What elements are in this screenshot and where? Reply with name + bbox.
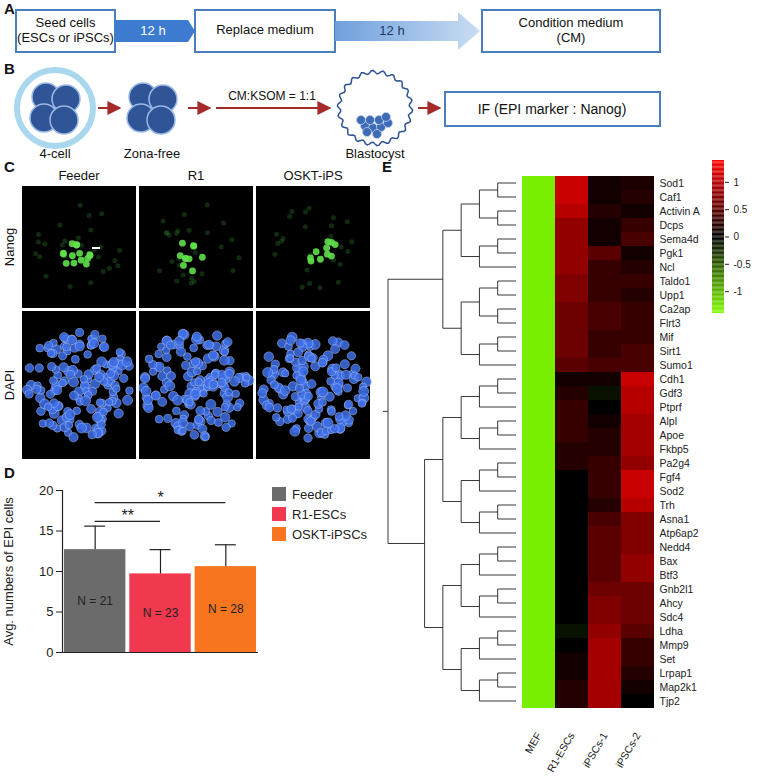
svg-text:IF (EPI marker : Nanog): IF (EPI marker : Nanog) [478,101,627,117]
svg-text:D: D [4,464,15,481]
svg-text:Zona-free: Zona-free [124,146,180,161]
svg-text:R1: R1 [188,168,205,183]
svg-text:iPSCs-1: iPSCs-1 [580,730,610,769]
svg-text:Seed cells: Seed cells [36,15,96,30]
svg-text:Sirt1: Sirt1 [660,345,682,357]
svg-text:Upp1: Upp1 [660,289,685,301]
svg-text:Sod1: Sod1 [660,177,685,189]
svg-text:Ptprf: Ptprf [660,401,682,413]
svg-text:Pa2g4: Pa2g4 [660,457,691,469]
svg-text:Nedd4: Nedd4 [660,541,691,553]
svg-text:Gnb2l1: Gnb2l1 [660,583,694,595]
svg-text:Taldo1: Taldo1 [660,275,691,287]
svg-text:N = 21: N = 21 [77,594,113,608]
svg-text:**: ** [122,507,134,524]
svg-text:Map2k1: Map2k1 [660,681,698,693]
svg-text:Asna1: Asna1 [660,513,690,525]
svg-text:Cdh1: Cdh1 [660,373,685,385]
svg-text:Replace medium: Replace medium [216,22,314,37]
svg-text:CM:KSOM = 1:1: CM:KSOM = 1:1 [228,89,316,103]
svg-text:Feeder: Feeder [58,168,100,183]
svg-text:5: 5 [46,604,53,619]
svg-text:Condition medium: Condition medium [519,15,624,30]
svg-text:12 h: 12 h [140,23,165,38]
svg-text:Ncl: Ncl [660,261,675,273]
svg-text:C: C [4,158,15,175]
html-text:R1-ESCs: R1-ESCs [292,506,347,522]
svg-text:Gdf3: Gdf3 [660,387,683,399]
svg-text:Caf1: Caf1 [660,191,682,203]
svg-text:A: A [4,0,15,17]
html-text:Feeder: Feeder [292,486,334,502]
svg-text:Mmp9: Mmp9 [660,639,689,651]
svg-text:Nanog: Nanog [2,228,17,266]
svg-text:Fkbp5: Fkbp5 [660,443,689,455]
svg-text:Bax: Bax [660,555,679,567]
svg-text:Blastocyst: Blastocyst [345,146,405,161]
svg-text:OSKT-iPS: OSKT-iPS [283,168,343,183]
svg-text:Apoe: Apoe [660,429,685,441]
svg-text:Sod2: Sod2 [660,485,685,497]
svg-text:15: 15 [39,523,53,538]
svg-text:B: B [4,60,15,77]
html-text:OSKT-iPSCs: OSKT-iPSCs [292,526,368,542]
svg-text:Avg. numbers of EPI cells: Avg. numbers of EPI cells [1,497,16,646]
svg-text:N = 23: N = 23 [143,606,179,620]
svg-text:Alpl: Alpl [660,415,678,427]
svg-text:12 h: 12 h [379,23,404,38]
svg-text:-0.5: -0.5 [734,259,752,270]
svg-text:Fgf4: Fgf4 [660,471,681,483]
svg-text:0.5: 0.5 [734,204,748,215]
svg-text:(CM): (CM) [557,30,586,45]
svg-text:1: 1 [734,177,740,188]
svg-text:10: 10 [39,564,53,579]
svg-text:Dcps: Dcps [660,219,684,231]
svg-text:R1-ESCs: R1-ESCs [544,730,576,774]
svg-text:DAPI: DAPI [2,370,17,400]
svg-text:*: * [157,489,163,506]
svg-text:Atp6ap2: Atp6ap2 [660,527,699,539]
svg-text:Trh: Trh [660,499,676,511]
svg-text:Ca2ap: Ca2ap [660,303,691,315]
svg-text:N = 28: N = 28 [208,602,244,616]
svg-text:Set: Set [660,653,676,665]
svg-text:Pgk1: Pgk1 [660,247,684,259]
svg-text:4-cell: 4-cell [39,146,70,161]
svg-text:Activin A: Activin A [660,205,700,217]
svg-text:0: 0 [734,231,740,242]
svg-text:20: 20 [39,483,53,498]
svg-text:Sema4d: Sema4d [660,233,699,245]
svg-text:E: E [382,158,392,175]
svg-text:(ESCs or iPSCs): (ESCs or iPSCs) [17,30,114,45]
svg-text:0: 0 [46,645,53,660]
svg-text:Ldha: Ldha [660,625,684,637]
svg-text:Ahcy: Ahcy [660,597,684,609]
svg-text:Btf3: Btf3 [660,569,679,581]
svg-text:Sumo1: Sumo1 [660,359,693,371]
svg-text:Mif: Mif [660,331,674,343]
svg-text:iPSCs-2: iPSCs-2 [613,730,643,769]
svg-text:Sdc4: Sdc4 [660,611,684,623]
svg-text:Tjp2: Tjp2 [660,695,681,707]
svg-text:MEF: MEF [522,730,543,755]
svg-text:Flrt3: Flrt3 [660,317,681,329]
svg-text:-1: -1 [734,286,743,297]
svg-text:Lrpap1: Lrpap1 [660,667,693,679]
